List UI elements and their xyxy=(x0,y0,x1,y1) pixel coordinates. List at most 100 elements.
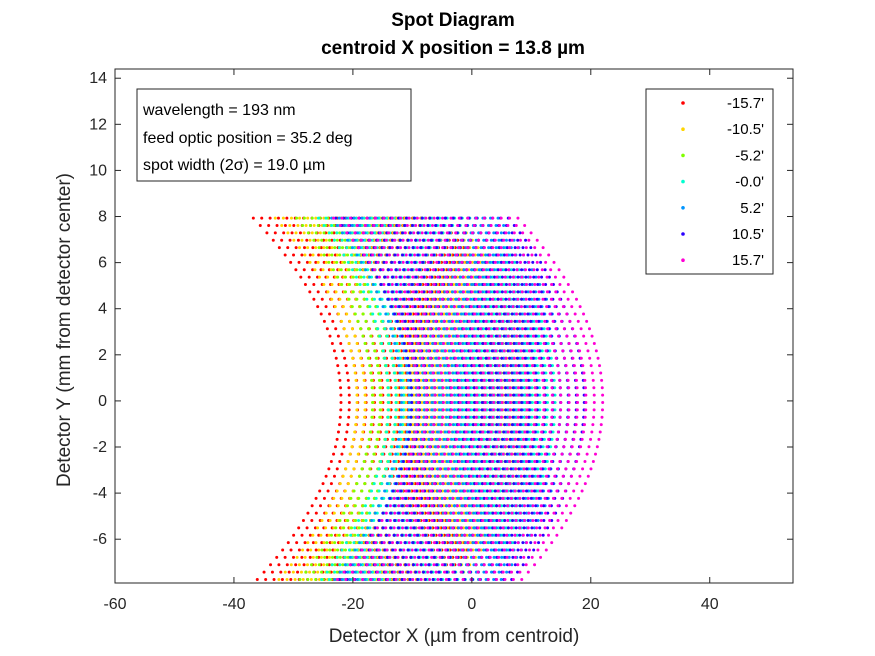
spot-point xyxy=(333,305,337,309)
spot-point xyxy=(347,342,351,346)
spot-point xyxy=(285,563,289,567)
spot-point xyxy=(391,437,395,441)
spot-point xyxy=(402,408,406,412)
spot-point xyxy=(389,349,393,353)
spot-point xyxy=(370,378,374,382)
spot-point xyxy=(294,268,298,272)
spot-point xyxy=(370,489,374,493)
spot-point xyxy=(385,489,389,493)
spot-point xyxy=(365,511,369,515)
spot-point xyxy=(345,371,349,375)
spot-point xyxy=(440,327,444,331)
spot-point xyxy=(527,356,531,360)
spot-point xyxy=(382,445,386,449)
spot-point xyxy=(309,563,313,567)
spot-point xyxy=(463,342,467,346)
spot-point xyxy=(422,408,426,412)
spot-point xyxy=(378,297,382,301)
spot-point xyxy=(461,423,465,427)
spot-point xyxy=(445,393,449,397)
spot-point xyxy=(537,334,541,338)
spot-point xyxy=(393,334,397,338)
spot-point xyxy=(387,401,391,405)
spot-point xyxy=(367,290,371,294)
spot-point xyxy=(393,371,397,375)
spot-point xyxy=(332,224,336,227)
spot-point xyxy=(268,216,272,220)
spot-point xyxy=(393,423,397,427)
spot-point xyxy=(322,260,326,264)
spot-point xyxy=(452,378,456,382)
spot-point xyxy=(419,378,423,382)
spot-point xyxy=(427,364,431,368)
spot-point xyxy=(317,563,321,567)
spot-point xyxy=(365,578,369,582)
spot-point xyxy=(338,555,342,559)
spot-point xyxy=(285,216,289,220)
spot-point xyxy=(379,460,383,464)
spot-point xyxy=(432,349,436,353)
spot-point xyxy=(319,504,323,508)
spot-point xyxy=(544,423,548,427)
spot-point xyxy=(353,504,357,508)
spot-point xyxy=(301,578,305,582)
spot-point xyxy=(333,570,337,574)
spot-point xyxy=(323,548,327,552)
spot-point xyxy=(351,437,355,441)
spot-point xyxy=(483,430,487,434)
spot-point xyxy=(355,283,359,287)
spot-point xyxy=(553,393,557,397)
spot-point xyxy=(365,231,369,235)
spot-point xyxy=(322,496,326,500)
spot-point xyxy=(368,467,372,471)
spot-point xyxy=(338,570,342,574)
spot-point xyxy=(454,386,458,390)
spot-point xyxy=(361,570,365,574)
spot-point xyxy=(355,401,359,405)
spot-point xyxy=(530,408,534,412)
spot-point xyxy=(354,460,358,464)
spot-point xyxy=(328,504,332,508)
spot-point xyxy=(361,504,365,508)
spot-point xyxy=(337,533,341,537)
spot-point xyxy=(385,430,389,434)
spot-point xyxy=(377,467,381,471)
spot-point xyxy=(426,356,430,360)
chart-title: Spot Diagram xyxy=(391,10,515,31)
spot-point xyxy=(289,260,293,264)
spot-point xyxy=(385,216,389,220)
spot-point xyxy=(353,570,357,574)
spot-point xyxy=(484,334,488,338)
spot-point xyxy=(316,238,320,242)
spot-point xyxy=(354,260,358,264)
spot-point xyxy=(534,474,538,478)
spot-point xyxy=(363,578,367,582)
spot-point xyxy=(489,305,493,309)
spot-point xyxy=(324,216,328,220)
spot-point xyxy=(552,423,556,427)
spot-point xyxy=(404,437,408,441)
spot-point xyxy=(363,408,367,412)
spot-point xyxy=(460,430,464,434)
spot-point xyxy=(421,378,425,382)
spot-point xyxy=(392,467,396,471)
spot-point xyxy=(358,474,362,478)
spot-point xyxy=(545,408,549,412)
spot-point xyxy=(316,224,320,227)
spot-point xyxy=(476,334,480,338)
spot-point xyxy=(330,238,334,242)
spot-point xyxy=(380,578,384,582)
spot-point xyxy=(521,371,525,375)
spot-point xyxy=(388,319,392,323)
spot-point xyxy=(443,467,447,471)
spot-point xyxy=(376,563,380,567)
spot-point xyxy=(447,349,451,353)
spot-point xyxy=(346,570,350,574)
spot-point xyxy=(493,482,497,486)
spot-point xyxy=(388,452,392,456)
spot-point xyxy=(354,519,358,523)
spot-point xyxy=(264,578,268,582)
spot-point xyxy=(435,430,439,434)
spot-point xyxy=(378,393,382,397)
spot-point xyxy=(368,364,372,368)
